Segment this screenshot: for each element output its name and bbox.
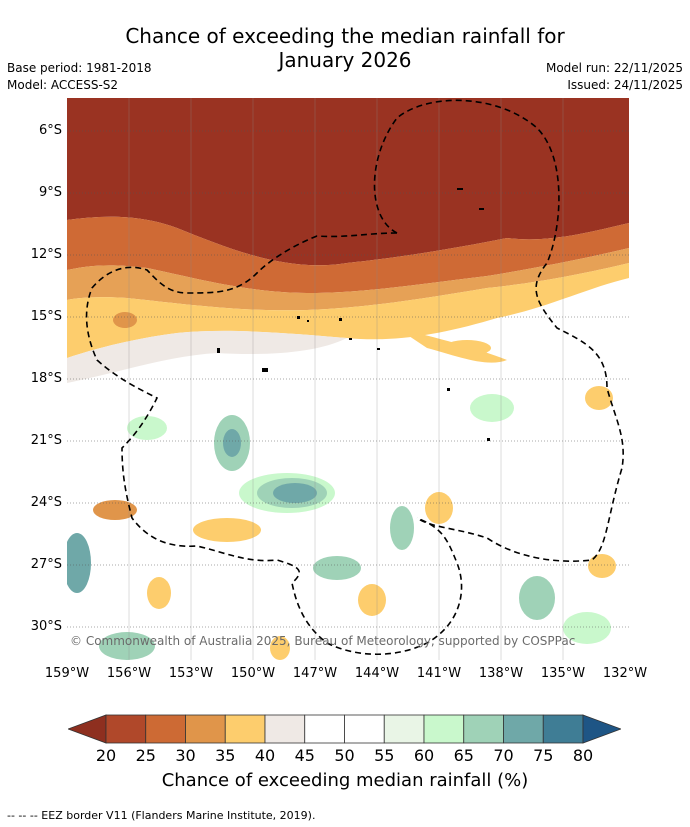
colorbar-segment: [105, 714, 147, 744]
colorbar-tick-label: 75: [533, 746, 554, 765]
colorbar-tick-label: 25: [135, 746, 156, 765]
lat-label: 27°S: [30, 557, 62, 572]
lon-label: 141°W: [416, 666, 462, 681]
colorbar-segment: [383, 714, 425, 744]
colorbar-segment: [145, 714, 186, 744]
eez-borders: [85, 99, 624, 655]
colorbar-tick-label: 55: [374, 746, 395, 765]
colorbar-tick-label: 20: [95, 746, 117, 765]
issued-date: Issued: 24/11/2025: [567, 78, 683, 92]
lon-label: 159°W: [44, 666, 90, 681]
lon-label: 138°W: [478, 666, 524, 681]
title-line-1: Chance of exceeding the median rainfall …: [125, 24, 565, 48]
colorbar-tick-label: 50: [334, 746, 355, 765]
lat-label: 21°S: [30, 433, 62, 448]
band-25-30: [67, 216, 629, 293]
band-20: [67, 98, 629, 266]
colorbar-under: [68, 714, 107, 744]
colorbar-tick-label: 80: [572, 746, 594, 765]
lon-label: 153°W: [168, 666, 214, 681]
copyright-notice: © Commonwealth of Australia 2025, Bureau…: [70, 634, 576, 648]
lon-label: 150°W: [230, 666, 276, 681]
lon-label: 135°W: [540, 666, 586, 681]
lat-label: 9°S: [38, 185, 62, 200]
lon-label: 144°W: [354, 666, 400, 681]
band-40: [67, 263, 629, 358]
colorbar-segment: [463, 714, 504, 744]
lat-label: 30°S: [30, 619, 62, 634]
lat-label: 6°S: [38, 123, 62, 138]
model-name: Model: ACCESS-S2: [7, 78, 119, 92]
colorbar-over: [582, 714, 621, 744]
colorbar-segment: [224, 714, 266, 744]
colorbar-segment: [423, 714, 465, 744]
lon-label: 147°W: [292, 666, 338, 681]
lat-label: 15°S: [30, 309, 62, 324]
lon-label: 132°W: [602, 666, 648, 681]
band-35: [67, 248, 629, 311]
colorbar-tick-label: 45: [294, 746, 315, 765]
model-run-date: Model run: 22/11/2025: [545, 61, 683, 75]
colorbar-segment: [503, 714, 544, 744]
colorbar-segment: [185, 714, 226, 744]
lat-label: 24°S: [30, 495, 62, 510]
colorbar-segment: [304, 714, 345, 744]
lat-label: 12°S: [30, 247, 62, 262]
graticule: [67, 130, 629, 628]
islands: [217, 188, 490, 441]
lat-label: 18°S: [30, 371, 62, 386]
lon-label: 156°W: [106, 666, 152, 681]
colorbar-tick-label: 65: [453, 746, 474, 765]
colorbar: [68, 714, 621, 744]
colorbar-segment: [344, 714, 385, 744]
base-period: Base period: 1981-2018: [7, 61, 152, 75]
colorbar-tick-label: 60: [413, 746, 435, 765]
colorbar-tick-label: 30: [175, 746, 196, 765]
rainfall-map: [67, 98, 629, 660]
colorbar-title: Chance of exceeding median rainfall (%): [161, 770, 529, 791]
colorbar-segment: [264, 714, 306, 744]
eez-footnote: -- -- -- EEZ border V11 (Flanders Marine…: [7, 809, 316, 822]
title-line-2: January 2026: [278, 48, 412, 72]
colorbar-tick-label: 40: [254, 746, 276, 765]
colorbar-segment: [542, 714, 584, 744]
colorbar-tick-label: 35: [215, 746, 236, 765]
colorbar-tick-label: 70: [493, 746, 514, 765]
